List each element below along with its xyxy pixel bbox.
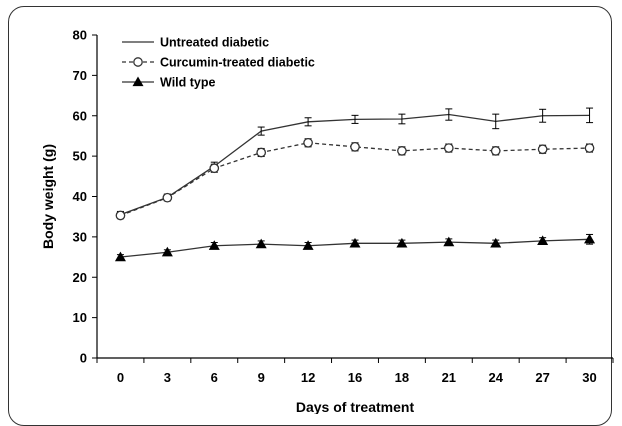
data-point <box>350 141 360 152</box>
series-line <box>120 113 590 216</box>
x-tick-label: 0 <box>117 370 124 385</box>
data-point <box>256 147 267 158</box>
data-point <box>490 146 501 156</box>
y-tick-label: 0 <box>80 351 87 366</box>
x-tick-label: 24 <box>488 370 503 385</box>
legend-label: Wild type <box>160 76 215 90</box>
data-point <box>584 143 595 153</box>
legend: Untreated diabetic Curcumin-treated diabe… <box>122 36 315 90</box>
legend-marker <box>132 76 144 87</box>
legend-label: Untreated diabetic <box>160 36 269 50</box>
chart-canvas: 0 10 20 30 40 50 60 70 80 0 3 6 9 12 16 18 21 24 27 30 Untr… <box>40 28 614 414</box>
legend-label: Curcumin-treated diabetic <box>160 56 315 70</box>
data-point <box>209 163 220 174</box>
x-tick-label: 18 <box>395 370 409 385</box>
data-point <box>162 192 173 203</box>
data-point <box>349 237 361 248</box>
y-tick-label: 20 <box>73 270 87 285</box>
x-tick-label: 9 <box>258 370 265 385</box>
x-tick-label: 3 <box>164 370 171 385</box>
y-tick-label: 30 <box>73 229 87 244</box>
data-point <box>443 143 454 153</box>
x-tick-label: 6 <box>211 370 218 385</box>
data-point <box>115 210 126 221</box>
x-tick-label: 30 <box>582 370 596 385</box>
data-point <box>537 144 548 155</box>
data-point <box>255 238 267 249</box>
series-layer <box>114 107 596 262</box>
y-tick-label: 40 <box>73 189 87 204</box>
data-point <box>161 246 173 257</box>
data-point <box>396 237 408 248</box>
data-point <box>397 146 407 156</box>
series-1 <box>115 137 595 221</box>
y-tick-label: 80 <box>73 28 87 43</box>
x-tick-label: 12 <box>301 370 315 385</box>
x-tick-label: 16 <box>348 370 362 385</box>
x-tick-label: 21 <box>442 370 456 385</box>
series-0 <box>116 107 594 219</box>
series-2 <box>114 233 596 262</box>
data-point <box>114 251 126 262</box>
x-tick-label: 27 <box>535 370 549 385</box>
data-point <box>490 237 502 248</box>
y-tick-label: 70 <box>73 68 87 83</box>
y-tick-label: 60 <box>73 108 87 123</box>
chart-frame <box>8 6 612 426</box>
data-point <box>302 240 314 250</box>
y-tick-label: 10 <box>73 310 87 325</box>
data-point <box>208 240 220 250</box>
data-point <box>584 233 596 244</box>
axes: 0 10 20 30 40 50 60 70 80 0 3 6 9 12 16 18 21 24 27 30 <box>73 28 614 385</box>
legend-marker <box>133 57 143 67</box>
series-line <box>120 142 590 217</box>
y-tick-label: 50 <box>73 149 87 164</box>
data-point <box>303 137 313 148</box>
x-axis-label: Days of treatment <box>296 399 415 414</box>
data-point <box>537 235 549 246</box>
data-point <box>443 236 455 247</box>
y-axis-label: Body weight (g) <box>40 144 56 249</box>
